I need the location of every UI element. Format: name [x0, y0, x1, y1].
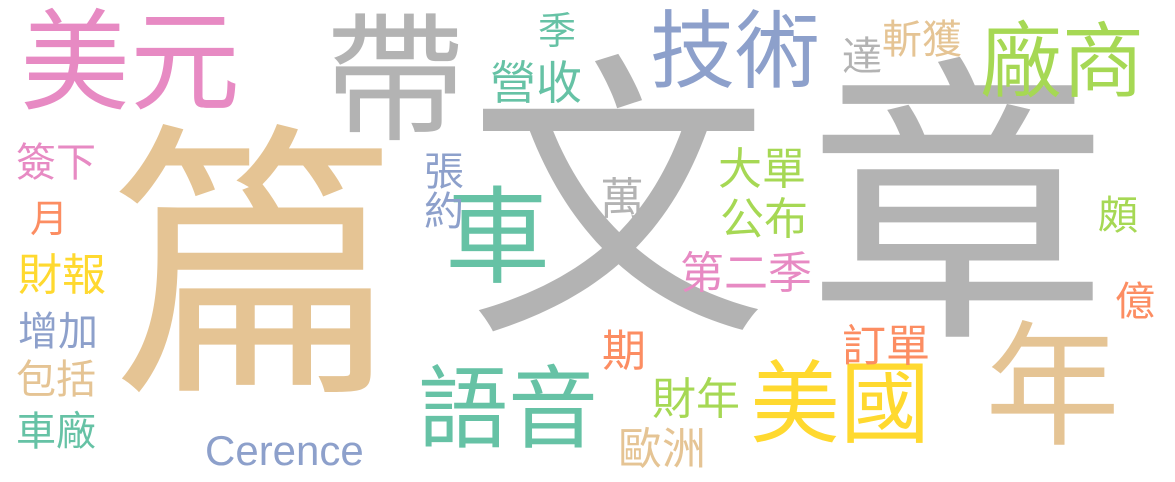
word-qi: 期 [602, 326, 646, 377]
word-che: 車 [445, 177, 551, 299]
word-cainian: 財年 [652, 374, 740, 425]
word-yue: 月 [30, 197, 69, 241]
word-po: 頗 [1098, 193, 1138, 239]
word-zengjia: 增加 [18, 309, 98, 355]
word-wen: 文 [468, 30, 768, 379]
word-meiguo: 美國 [750, 352, 930, 457]
word-nian: 年 [985, 309, 1120, 466]
word-jishu: 技術 [650, 3, 821, 102]
word-changshang: 廠商 [980, 15, 1145, 110]
word-ouzhou: 歐洲 [618, 424, 706, 475]
word-caibao: 財報 [18, 250, 106, 301]
word-meiyuan: 美元 [20, 0, 240, 127]
word-cerence: Cerence [205, 427, 364, 474]
word-zhanhuo: 斬獲 [882, 17, 962, 63]
word-dadan: 大單 [718, 144, 806, 195]
word-wan: 萬 [600, 174, 644, 225]
word-chechang: 車廠 [16, 409, 96, 455]
word-zhang: 章 [808, 35, 1108, 384]
word-da: 達 [835, 35, 881, 75]
word-qianxia: 簽下 [16, 140, 96, 186]
word-dingdan: 訂單 [842, 321, 930, 372]
word-dierji: 第二季 [680, 248, 812, 299]
word-yuyin: 語音 [418, 357, 598, 462]
word-yingshou: 營收 [490, 56, 582, 110]
word-zhangyue: 張約 [417, 150, 463, 230]
word-dai: 帶 [325, 0, 466, 163]
word-baokuo: 包括 [16, 357, 96, 403]
word-yi: 億 [1115, 279, 1155, 325]
word-gongbu: 公布 [720, 194, 808, 245]
word-ji: 季 [538, 9, 577, 53]
word-pian: 篇 [110, 101, 400, 438]
